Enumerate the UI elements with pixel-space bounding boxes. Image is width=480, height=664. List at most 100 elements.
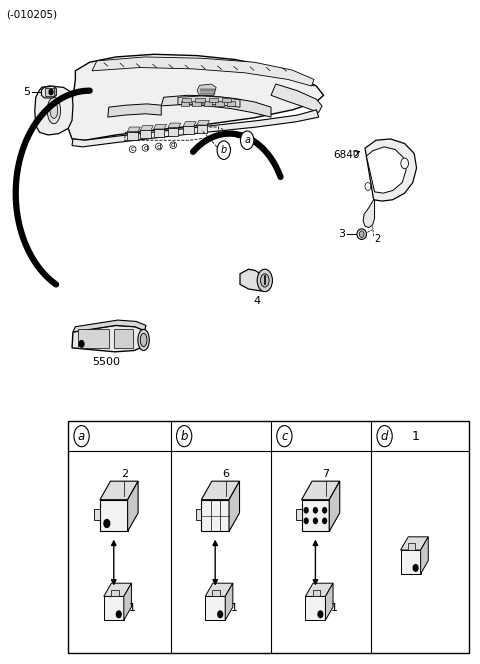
Polygon shape bbox=[197, 120, 209, 125]
Bar bbox=[192, 100, 201, 106]
Text: 3: 3 bbox=[338, 229, 345, 239]
Bar bbox=[195, 98, 204, 102]
Polygon shape bbox=[408, 543, 415, 550]
Text: (-010205): (-010205) bbox=[6, 9, 57, 19]
Text: d: d bbox=[144, 145, 148, 151]
Circle shape bbox=[79, 341, 84, 347]
Circle shape bbox=[413, 564, 418, 571]
Text: 5: 5 bbox=[23, 87, 30, 97]
Polygon shape bbox=[301, 481, 340, 500]
Polygon shape bbox=[41, 86, 56, 98]
Polygon shape bbox=[329, 481, 340, 531]
Polygon shape bbox=[401, 537, 428, 550]
Text: c: c bbox=[131, 146, 134, 152]
Bar bbox=[222, 98, 231, 102]
Text: 1: 1 bbox=[129, 604, 136, 614]
Polygon shape bbox=[35, 86, 73, 135]
Polygon shape bbox=[100, 481, 138, 500]
Polygon shape bbox=[205, 596, 225, 620]
Ellipse shape bbox=[47, 97, 60, 124]
Polygon shape bbox=[366, 147, 406, 193]
Circle shape bbox=[240, 131, 254, 149]
Polygon shape bbox=[178, 96, 240, 107]
Circle shape bbox=[313, 507, 317, 513]
Circle shape bbox=[116, 611, 121, 618]
Ellipse shape bbox=[257, 269, 273, 291]
Circle shape bbox=[318, 611, 323, 618]
Polygon shape bbox=[401, 550, 420, 574]
Polygon shape bbox=[305, 583, 333, 596]
Text: d: d bbox=[171, 142, 175, 148]
Polygon shape bbox=[104, 596, 124, 620]
Polygon shape bbox=[197, 125, 207, 133]
Polygon shape bbox=[325, 583, 333, 620]
Polygon shape bbox=[229, 481, 240, 531]
Polygon shape bbox=[365, 139, 417, 201]
Polygon shape bbox=[305, 596, 325, 620]
Circle shape bbox=[360, 231, 364, 238]
Text: c: c bbox=[281, 430, 288, 443]
Polygon shape bbox=[127, 131, 138, 139]
Text: 2: 2 bbox=[374, 234, 381, 244]
Circle shape bbox=[104, 519, 110, 527]
Polygon shape bbox=[100, 500, 128, 531]
Text: d: d bbox=[381, 430, 388, 443]
Polygon shape bbox=[197, 84, 216, 95]
Bar bbox=[45, 88, 54, 96]
Polygon shape bbox=[72, 325, 144, 352]
Circle shape bbox=[304, 518, 308, 523]
Polygon shape bbox=[140, 130, 151, 138]
Circle shape bbox=[323, 518, 326, 523]
Bar bbox=[215, 100, 224, 106]
Text: 7: 7 bbox=[323, 469, 329, 479]
Polygon shape bbox=[128, 481, 138, 531]
Ellipse shape bbox=[138, 329, 149, 351]
Polygon shape bbox=[183, 122, 196, 126]
Ellipse shape bbox=[261, 274, 269, 287]
Polygon shape bbox=[225, 583, 233, 620]
Polygon shape bbox=[312, 590, 320, 596]
Polygon shape bbox=[161, 95, 271, 117]
Polygon shape bbox=[72, 110, 319, 147]
Circle shape bbox=[74, 426, 89, 447]
Text: 1: 1 bbox=[230, 604, 238, 614]
Text: 6: 6 bbox=[222, 469, 229, 479]
Polygon shape bbox=[183, 126, 194, 134]
Text: 1: 1 bbox=[412, 430, 420, 443]
Ellipse shape bbox=[50, 102, 58, 118]
Ellipse shape bbox=[140, 333, 147, 347]
Text: a: a bbox=[244, 135, 250, 145]
Polygon shape bbox=[420, 537, 428, 574]
Polygon shape bbox=[154, 129, 164, 137]
Polygon shape bbox=[73, 320, 146, 332]
Circle shape bbox=[365, 183, 371, 191]
Circle shape bbox=[217, 141, 230, 159]
Polygon shape bbox=[168, 123, 181, 127]
Circle shape bbox=[218, 611, 223, 618]
Bar bbox=[208, 98, 218, 102]
Polygon shape bbox=[111, 590, 119, 596]
Bar bbox=[78, 329, 109, 348]
Circle shape bbox=[313, 518, 317, 523]
Text: 2: 2 bbox=[120, 469, 128, 479]
Bar bbox=[68, 421, 469, 653]
Polygon shape bbox=[94, 509, 100, 519]
Text: 4: 4 bbox=[253, 295, 260, 305]
Text: 1: 1 bbox=[331, 604, 337, 614]
Polygon shape bbox=[205, 583, 233, 596]
Text: a: a bbox=[78, 430, 85, 443]
Polygon shape bbox=[201, 500, 229, 531]
Ellipse shape bbox=[357, 229, 366, 240]
Polygon shape bbox=[108, 104, 161, 117]
Polygon shape bbox=[201, 481, 240, 500]
Polygon shape bbox=[363, 200, 374, 228]
Bar bbox=[204, 100, 212, 106]
Circle shape bbox=[377, 426, 392, 447]
Circle shape bbox=[401, 158, 408, 169]
Polygon shape bbox=[140, 125, 153, 130]
Text: d: d bbox=[156, 143, 161, 149]
Polygon shape bbox=[154, 124, 167, 129]
Circle shape bbox=[277, 426, 292, 447]
Polygon shape bbox=[301, 500, 329, 531]
Bar bbox=[114, 329, 132, 348]
